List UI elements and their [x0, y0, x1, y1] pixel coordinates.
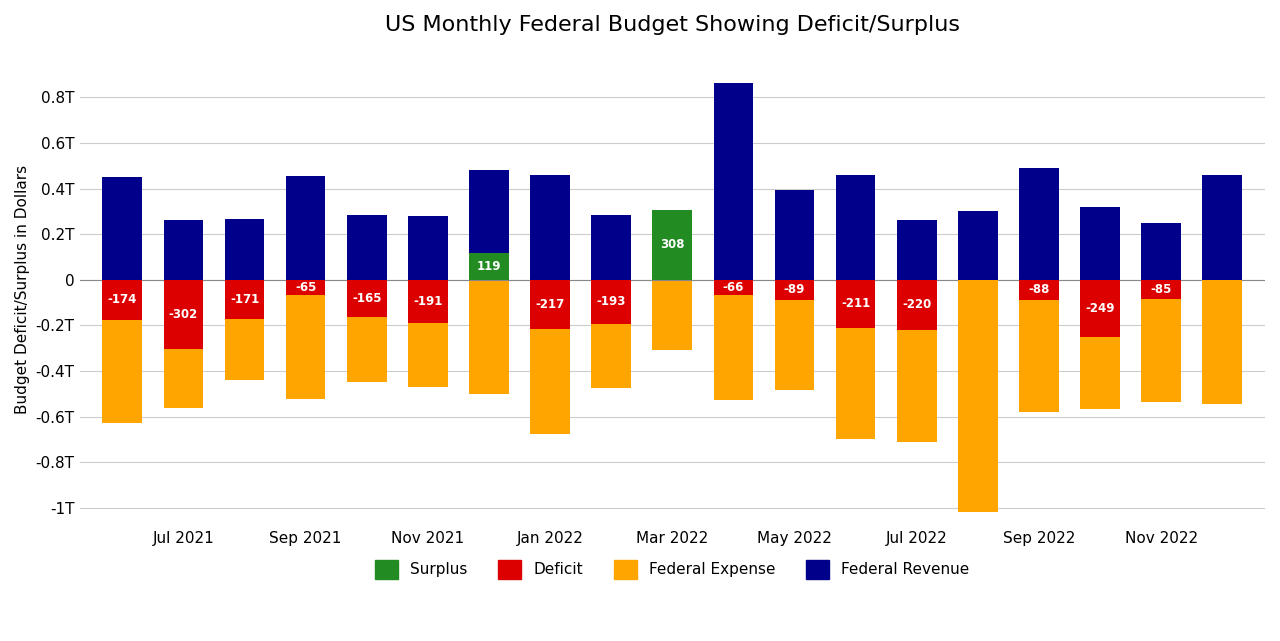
Bar	[897, 330, 937, 442]
Text: -65: -65	[294, 281, 316, 294]
Bar	[102, 177, 142, 280]
Text: -171: -171	[230, 293, 259, 306]
Bar	[285, 176, 325, 280]
Bar	[836, 175, 876, 280]
Bar	[653, 280, 692, 350]
Bar	[468, 171, 509, 280]
Text: -220: -220	[902, 299, 932, 312]
Bar	[1080, 337, 1120, 409]
Bar	[836, 328, 876, 440]
Bar	[102, 319, 142, 422]
Bar	[164, 349, 204, 408]
Bar	[1202, 280, 1242, 404]
Text: -89: -89	[783, 283, 805, 297]
Text: -217: -217	[535, 298, 564, 311]
Text: -193: -193	[596, 296, 626, 308]
Y-axis label: Budget Deficit/Surplus in Dollars: Budget Deficit/Surplus in Dollars	[15, 164, 29, 413]
Bar	[1080, 280, 1120, 337]
Bar	[164, 280, 204, 349]
Bar	[591, 324, 631, 388]
Bar	[225, 219, 265, 280]
Bar	[530, 329, 570, 435]
Text: 308: 308	[660, 238, 685, 251]
Bar	[774, 300, 814, 390]
Bar	[774, 190, 814, 280]
Bar	[102, 280, 142, 319]
Legend: Surplus, Deficit, Federal Expense, Federal Revenue: Surplus, Deficit, Federal Expense, Feder…	[369, 554, 975, 585]
Bar	[591, 280, 631, 324]
Bar	[468, 280, 509, 394]
Bar	[347, 280, 387, 317]
Bar	[713, 295, 753, 400]
Bar	[1019, 300, 1059, 412]
Bar	[347, 317, 387, 382]
Bar	[713, 83, 753, 280]
Bar	[1019, 280, 1059, 300]
Bar	[713, 280, 753, 295]
Text: -249: -249	[1085, 302, 1115, 315]
Text: -211: -211	[841, 297, 870, 310]
Text: -191: -191	[413, 295, 443, 308]
Bar	[1142, 280, 1181, 299]
Bar	[653, 210, 692, 280]
Bar	[591, 215, 631, 280]
Bar	[1019, 168, 1059, 280]
Text: -88: -88	[1028, 283, 1050, 296]
Bar	[285, 295, 325, 399]
Bar	[1142, 223, 1181, 280]
Bar	[1142, 299, 1181, 402]
Bar	[957, 280, 997, 512]
Bar	[1080, 207, 1120, 280]
Bar	[164, 220, 204, 280]
Text: -165: -165	[352, 292, 381, 305]
Text: -174: -174	[108, 293, 137, 306]
Bar	[530, 280, 570, 329]
Bar	[225, 280, 265, 319]
Text: -85: -85	[1151, 283, 1171, 296]
Bar	[408, 280, 448, 324]
Bar	[836, 280, 876, 328]
Text: 119: 119	[476, 260, 502, 273]
Bar	[897, 220, 937, 280]
Text: -302: -302	[169, 308, 198, 320]
Bar	[408, 217, 448, 280]
Title: US Monthly Federal Budget Showing Deficit/Surplus: US Monthly Federal Budget Showing Defici…	[385, 15, 960, 35]
Bar	[468, 253, 509, 280]
Bar	[347, 215, 387, 280]
Bar	[285, 280, 325, 295]
Bar	[530, 175, 570, 280]
Bar	[1202, 176, 1242, 280]
Bar	[408, 324, 448, 387]
Bar	[225, 319, 265, 380]
Text: -66: -66	[723, 281, 744, 294]
Bar	[897, 280, 937, 330]
Bar	[774, 280, 814, 300]
Bar	[957, 211, 997, 280]
Bar	[653, 210, 692, 280]
